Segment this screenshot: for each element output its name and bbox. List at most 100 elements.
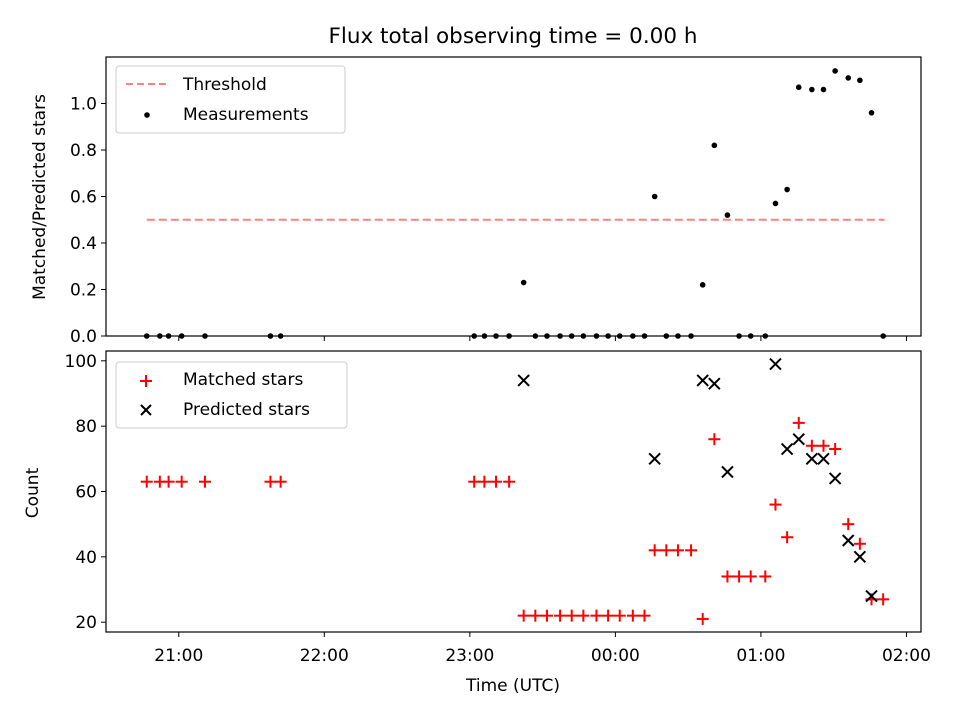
predicted-star-mark-b bbox=[648, 452, 661, 466]
matched-star-point bbox=[517, 609, 530, 622]
top-y-tick-label: 0.6 bbox=[70, 188, 97, 208]
matched-star-point bbox=[708, 433, 721, 446]
matched-star-point bbox=[540, 609, 553, 622]
bottom-x-tick-label: 21:00 bbox=[154, 646, 203, 666]
matched-star-point bbox=[565, 609, 578, 622]
matched-star-point bbox=[660, 544, 673, 557]
matched-star-point bbox=[626, 609, 639, 622]
bottom-x-tick-label: 02:00 bbox=[882, 646, 931, 666]
matched-star-point bbox=[490, 475, 503, 488]
measurement-point bbox=[845, 75, 852, 81]
top-legend-box bbox=[115, 65, 346, 134]
matched-star-point bbox=[638, 609, 651, 622]
top-y-axis-label: Matched/Predicted stars bbox=[30, 94, 50, 300]
top-panel: Flux total observing time = 0.00 h Match… bbox=[30, 24, 922, 347]
bottom-x-tick-label: 23:00 bbox=[445, 646, 494, 666]
matched-star-point bbox=[529, 609, 542, 622]
legend-predicted-swatch bbox=[140, 404, 152, 416]
bottom-x-tick-label: 22:00 bbox=[300, 646, 349, 666]
predicted-star-mark-b bbox=[708, 377, 721, 390]
matched-star-point bbox=[744, 570, 757, 583]
measurement-point bbox=[809, 86, 815, 93]
matched-star-point bbox=[140, 475, 153, 488]
bottom-y-tick-label: 40 bbox=[75, 548, 97, 568]
predicted-star-mark-b bbox=[696, 374, 709, 387]
predicted-star-point bbox=[769, 357, 782, 371]
predicted-star-point bbox=[708, 377, 721, 390]
predicted-star-point bbox=[828, 472, 842, 485]
measurement-point bbox=[795, 84, 802, 91]
matched-star-point bbox=[805, 439, 818, 452]
matched-star-point bbox=[577, 609, 590, 622]
matched-star-point bbox=[613, 609, 626, 622]
measurement-point bbox=[651, 193, 658, 200]
measurement-point bbox=[868, 110, 875, 116]
measurement-point bbox=[711, 142, 718, 149]
top-y-tick-label: 0.0 bbox=[70, 327, 97, 347]
predicted-star-point bbox=[780, 442, 794, 456]
matched-star-point bbox=[198, 475, 211, 488]
legend-measurements-swatch bbox=[144, 112, 150, 118]
measurement-point bbox=[832, 68, 838, 74]
predicted-star-point bbox=[721, 465, 734, 479]
predicted-star-mark-b bbox=[517, 374, 530, 387]
predicted-star-mark-b bbox=[817, 452, 830, 466]
legend-threshold-label: Threshold bbox=[182, 75, 267, 95]
bottom-legend-box bbox=[115, 361, 348, 429]
measurement-point bbox=[699, 282, 706, 288]
predicted-star-point bbox=[648, 452, 661, 466]
top-y-tick-label: 1.0 bbox=[70, 95, 97, 115]
matched-star-point bbox=[817, 439, 830, 452]
predicted-star-mark-b bbox=[769, 357, 782, 371]
matched-star-point bbox=[696, 612, 709, 625]
matched-star-point bbox=[829, 443, 842, 456]
matched-star-point bbox=[162, 475, 175, 488]
top-plot-frame bbox=[105, 56, 922, 337]
predicted-star-mark-b bbox=[780, 442, 794, 456]
legend-predicted-label: Predicted stars bbox=[183, 400, 310, 420]
predicted-star-mark-b bbox=[792, 433, 805, 446]
predicted-star-point bbox=[792, 433, 805, 446]
predicted-star-mark-b bbox=[805, 452, 819, 466]
matched-star-point bbox=[877, 593, 890, 606]
bottom-y-axis-label: Count bbox=[23, 467, 43, 518]
matched-star-point bbox=[853, 537, 866, 550]
bottom-x-axis-label: Time (UTC) bbox=[465, 676, 560, 696]
matched-star-point bbox=[733, 570, 746, 583]
bottom-plot-frame bbox=[105, 350, 922, 633]
legend-measurements-label: Measurements bbox=[183, 105, 309, 125]
predicted-star-mark-b bbox=[853, 550, 867, 564]
bottom-y-tick-label: 80 bbox=[75, 417, 97, 437]
bottom-y-tick-label: 60 bbox=[75, 483, 97, 503]
matched-star-point bbox=[842, 518, 855, 531]
predicted-star-point bbox=[817, 452, 830, 466]
measurement-point bbox=[820, 86, 827, 93]
matched-star-point bbox=[274, 475, 287, 488]
predicted-star-point bbox=[853, 550, 867, 564]
matched-star-point bbox=[648, 544, 661, 557]
measurement-point bbox=[857, 77, 863, 84]
predicted-star-mark-b bbox=[721, 465, 734, 479]
bottom-panel: Count Time (UTC) 20 40 60 80 100 21:00 22:00 23… bbox=[23, 350, 931, 696]
matched-star-point bbox=[264, 475, 277, 488]
predicted-star-point bbox=[696, 374, 709, 387]
matched-star-point bbox=[602, 609, 615, 622]
bottom-y-tick-label: 100 bbox=[65, 352, 97, 372]
top-legend: Threshold Measurements bbox=[115, 65, 346, 134]
predicted-star-mark-b bbox=[865, 589, 878, 603]
matched-star-point bbox=[792, 416, 805, 429]
predicted-star-mark-b bbox=[828, 472, 842, 485]
predicted-star-mark-b bbox=[842, 534, 855, 547]
bottom-x-tick-label: 01:00 bbox=[736, 646, 785, 666]
matched-star-point bbox=[503, 475, 516, 488]
top-chart-title: Flux total observing time = 0.00 h bbox=[329, 24, 698, 49]
matched-star-point bbox=[685, 544, 698, 557]
matched-star-point bbox=[671, 544, 684, 557]
matched-star-point bbox=[478, 475, 491, 488]
matched-star-point bbox=[769, 498, 782, 511]
measurement-point bbox=[520, 279, 527, 286]
matched-star-point bbox=[554, 609, 567, 622]
predicted-star-point bbox=[842, 534, 855, 547]
top-y-tick-label: 0.4 bbox=[70, 234, 97, 254]
